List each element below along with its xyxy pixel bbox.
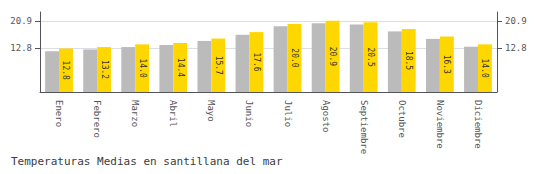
- svg-text:Enero: Enero: [54, 100, 64, 127]
- svg-text:16.3: 16.3: [442, 55, 451, 74]
- svg-text:12.8: 12.8: [505, 43, 527, 53]
- svg-text:20.5: 20.5: [366, 47, 375, 66]
- svg-text:Febrero: Febrero: [92, 100, 102, 138]
- svg-text:15.7: 15.7: [214, 56, 223, 75]
- svg-text:20.9: 20.9: [505, 16, 527, 26]
- svg-text:Marzo: Marzo: [130, 100, 140, 127]
- svg-text:20.9: 20.9: [328, 47, 337, 66]
- svg-text:13.2: 13.2: [100, 60, 109, 79]
- svg-text:Octubre: Octubre: [397, 100, 407, 138]
- svg-text:Junio: Junio: [244, 100, 254, 127]
- svg-text:Mayo: Mayo: [206, 100, 216, 122]
- svg-text:20.9: 20.9: [10, 16, 32, 26]
- svg-text:18.5: 18.5: [404, 51, 413, 70]
- svg-text:Agosto: Agosto: [321, 100, 331, 133]
- svg-text:Diciembre: Diciembre: [473, 100, 483, 149]
- svg-text:14.0: 14.0: [480, 59, 489, 78]
- svg-text:12.8: 12.8: [61, 61, 70, 80]
- svg-text:14.0: 14.0: [138, 59, 147, 78]
- svg-text:Septiembre: Septiembre: [359, 100, 369, 154]
- svg-text:12.8: 12.8: [10, 43, 32, 53]
- svg-text:Temperaturas Medias en santill: Temperaturas Medias en santillana del ma…: [11, 155, 283, 168]
- svg-text:17.6: 17.6: [252, 52, 261, 71]
- svg-text:14.4: 14.4: [176, 58, 185, 77]
- svg-text:Noviembre: Noviembre: [435, 100, 445, 149]
- svg-text:Julio: Julio: [283, 100, 293, 127]
- svg-text:20.0: 20.0: [290, 48, 299, 67]
- svg-text:Abril: Abril: [168, 100, 178, 127]
